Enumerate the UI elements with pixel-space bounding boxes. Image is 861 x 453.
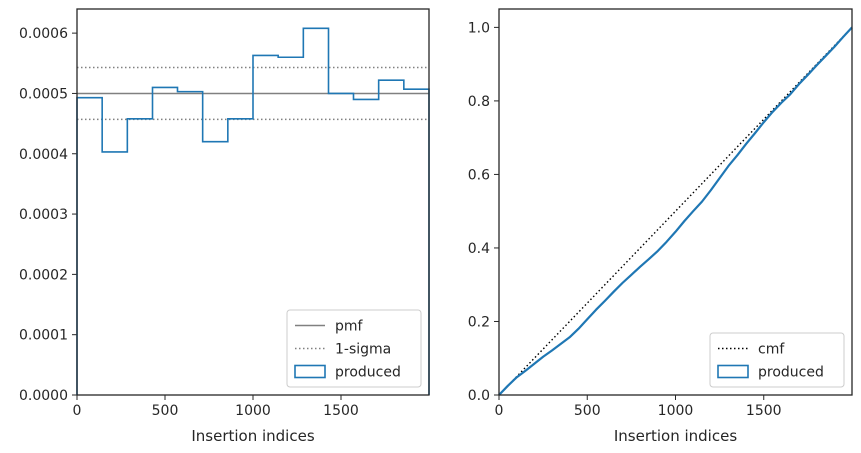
histogram-bin bbox=[253, 55, 278, 395]
x-tick-label: 1000 bbox=[658, 403, 694, 419]
y-tick-label: 0.0004 bbox=[19, 147, 68, 163]
y-tick-label: 0.0001 bbox=[19, 328, 68, 344]
x-tick-label: 1500 bbox=[746, 403, 782, 419]
axes-frame-1 bbox=[76, 8, 430, 396]
x-tick-label: 1500 bbox=[323, 403, 359, 419]
x-tick-label: 1000 bbox=[235, 403, 271, 419]
y-tick-label: 0.0 bbox=[468, 388, 490, 404]
y-tick-label: 0.0000 bbox=[19, 388, 68, 404]
histogram-bin bbox=[153, 87, 178, 395]
axes-frame-2 bbox=[498, 8, 853, 396]
axes-1: 0 500 1000 1500 0.0000 0.0001 0.0002 0.0003 0.00… bbox=[19, 26, 359, 445]
legend-box bbox=[286, 309, 422, 388]
legend-box bbox=[709, 332, 845, 388]
x-axis-label: Insertion indices bbox=[191, 427, 314, 445]
legend-1: pmf 1-sigma produced bbox=[286, 309, 422, 388]
plot-area-1 bbox=[76, 27, 430, 395]
x-tick-label: 500 bbox=[574, 403, 601, 419]
y-tick-label: 0.0002 bbox=[19, 267, 68, 283]
x-axis-label: Insertion indices bbox=[614, 427, 737, 445]
axes-2: 0 500 1000 1500 0.0 0.2 0.4 0.6 0.8 1.0 Insertion … bbox=[468, 20, 782, 445]
plot-area-2 bbox=[498, 26, 853, 396]
x-tick-label: 0 bbox=[73, 403, 82, 419]
legend-label: produced bbox=[335, 365, 401, 381]
legend-swatch bbox=[717, 364, 749, 379]
produced-histogram bbox=[76, 27, 430, 395]
legend-label: produced bbox=[758, 365, 824, 381]
produced-cdf bbox=[498, 26, 853, 396]
x-tick-label: 0 bbox=[495, 403, 504, 419]
y-tick-label: 0.0005 bbox=[19, 86, 68, 102]
legend-2: cmf produced bbox=[709, 332, 845, 388]
x-tick-label: 500 bbox=[152, 403, 179, 419]
histogram-bin bbox=[203, 142, 228, 395]
y-tick-label: 0.0006 bbox=[19, 26, 68, 42]
legend-label: cmf bbox=[758, 342, 785, 358]
histogram-bin bbox=[102, 152, 127, 395]
legend-label: pmf bbox=[335, 319, 364, 335]
cmf-line bbox=[498, 26, 853, 396]
histogram-bin bbox=[177, 92, 202, 395]
histogram-bin bbox=[77, 98, 102, 395]
legend-swatch bbox=[294, 364, 326, 379]
histogram-bin bbox=[127, 119, 152, 395]
legend-label: 1-sigma bbox=[335, 342, 391, 358]
y-tick-label: 0.0003 bbox=[19, 207, 68, 223]
y-tick-label: 0.2 bbox=[468, 314, 490, 330]
y-tick-label: 0.4 bbox=[468, 241, 490, 257]
y-tick-label: 0.8 bbox=[468, 94, 490, 110]
y-tick-label: 1.0 bbox=[468, 20, 490, 36]
histogram-bin bbox=[228, 119, 253, 395]
y-tick-label: 0.6 bbox=[468, 167, 490, 183]
